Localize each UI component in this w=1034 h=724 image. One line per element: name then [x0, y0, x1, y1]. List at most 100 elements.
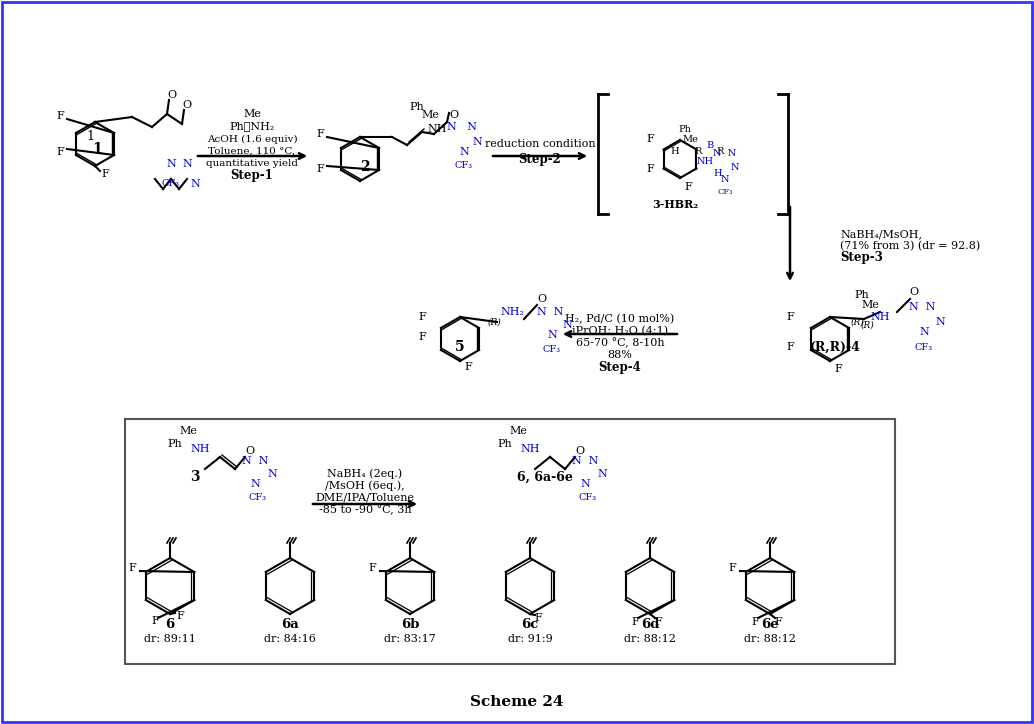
- Text: Me: Me: [421, 110, 439, 120]
- Text: Ph: Ph: [678, 125, 692, 133]
- Text: O: O: [538, 294, 547, 304]
- Text: N  N: N N: [537, 307, 564, 317]
- Text: NH₂: NH₂: [500, 307, 524, 317]
- Text: 6: 6: [165, 618, 175, 631]
- Text: 65-70 °C, 8-10h: 65-70 °C, 8-10h: [576, 337, 664, 348]
- Text: Me: Me: [243, 109, 261, 119]
- Text: F: F: [316, 129, 324, 139]
- Text: 6a: 6a: [281, 618, 299, 631]
- Text: F: F: [535, 613, 542, 623]
- Text: 3: 3: [190, 470, 200, 484]
- Text: N: N: [731, 162, 739, 172]
- Text: 6, 6a-6e: 6, 6a-6e: [517, 471, 573, 484]
- Text: R: R: [717, 146, 724, 156]
- Text: dr: 83:17: dr: 83:17: [384, 634, 436, 644]
- Text: O: O: [910, 287, 918, 297]
- Text: Me: Me: [179, 426, 196, 436]
- Text: N: N: [721, 174, 729, 183]
- Text: F: F: [834, 364, 842, 374]
- Text: Me: Me: [509, 426, 527, 436]
- Text: F: F: [418, 332, 426, 342]
- Bar: [125, 419, 895, 664]
- Text: N: N: [547, 330, 557, 340]
- Text: DME/IPA/Toluene: DME/IPA/Toluene: [315, 493, 415, 503]
- Text: 2: 2: [360, 160, 370, 174]
- Text: F: F: [151, 616, 159, 626]
- Text: NH: NH: [190, 444, 210, 454]
- Text: F: F: [176, 611, 184, 621]
- Text: (R): (R): [860, 321, 874, 329]
- Text: dr: 88:12: dr: 88:12: [744, 634, 796, 644]
- Text: F: F: [774, 617, 782, 627]
- Text: CF₃: CF₃: [162, 180, 180, 188]
- Text: R: R: [694, 146, 702, 156]
- Text: dr: 84:16: dr: 84:16: [264, 634, 316, 644]
- Text: -85 to -90 °C, 3h: -85 to -90 °C, 3h: [318, 505, 412, 515]
- Text: Ph: Ph: [855, 290, 870, 300]
- Text: H: H: [671, 146, 679, 156]
- Text: F: F: [56, 147, 64, 157]
- Text: 5: 5: [455, 340, 465, 354]
- Text: F: F: [751, 617, 759, 627]
- Text: 6e: 6e: [761, 618, 779, 631]
- Text: N: N: [597, 469, 607, 479]
- Text: O: O: [450, 110, 458, 120]
- Text: F: F: [464, 362, 472, 372]
- Text: F: F: [368, 563, 376, 573]
- Text: (R): (R): [487, 318, 500, 327]
- Text: F: F: [655, 617, 662, 627]
- Text: O: O: [576, 446, 584, 456]
- Text: N   N: N N: [447, 122, 477, 132]
- Text: N  N: N N: [713, 149, 736, 159]
- Text: H₂, Pd/C (10 mol%): H₂, Pd/C (10 mol%): [566, 313, 674, 324]
- Text: F: F: [786, 342, 794, 352]
- Text: N: N: [580, 479, 589, 489]
- Text: F: F: [786, 312, 794, 322]
- Text: O: O: [182, 100, 191, 110]
- Text: F: F: [101, 169, 109, 179]
- Text: Ph: Ph: [409, 102, 424, 112]
- Text: CF₃: CF₃: [915, 342, 933, 351]
- Text: AcOH (1.6 equiv): AcOH (1.6 equiv): [207, 135, 298, 143]
- Text: N: N: [919, 327, 929, 337]
- Text: N: N: [190, 179, 200, 189]
- Text: 1: 1: [86, 130, 94, 143]
- Text: F: F: [56, 111, 64, 121]
- Text: CF₃: CF₃: [718, 188, 733, 196]
- Text: Step-2: Step-2: [519, 153, 561, 166]
- Text: 88%: 88%: [608, 350, 633, 360]
- Text: Ph⎯NH₂: Ph⎯NH₂: [230, 121, 275, 131]
- Text: (71% from 3) (dr = 92.8): (71% from 3) (dr = 92.8): [840, 241, 980, 251]
- Text: NH: NH: [520, 444, 540, 454]
- Text: N  N: N N: [242, 456, 268, 466]
- Text: H: H: [713, 169, 723, 179]
- Text: F: F: [728, 563, 736, 573]
- Text: reduction condition: reduction condition: [485, 139, 596, 149]
- Text: iPrOH: H₂O (4:1): iPrOH: H₂O (4:1): [572, 326, 668, 336]
- Text: Step-1: Step-1: [231, 169, 273, 182]
- Text: F: F: [631, 617, 639, 627]
- Text: Ph: Ph: [497, 439, 513, 449]
- Text: N: N: [182, 159, 192, 169]
- Text: 6d: 6d: [641, 618, 660, 631]
- Text: B: B: [706, 140, 713, 149]
- Text: /MsOH (6eq.),: /MsOH (6eq.),: [325, 481, 405, 492]
- Text: CF₃: CF₃: [249, 492, 267, 502]
- Text: F: F: [685, 182, 692, 192]
- Text: NH: NH: [697, 156, 713, 166]
- Text: N: N: [267, 469, 277, 479]
- Text: Step-4: Step-4: [599, 361, 641, 374]
- Text: Scheme 24: Scheme 24: [470, 695, 564, 709]
- Text: CF₃: CF₃: [579, 492, 597, 502]
- Text: O: O: [245, 446, 254, 456]
- Text: CF₃: CF₃: [455, 161, 474, 169]
- Text: Ph: Ph: [168, 439, 182, 449]
- Text: quantitative yield: quantitative yield: [206, 159, 298, 167]
- Text: F: F: [646, 164, 653, 174]
- Text: CF₃: CF₃: [543, 345, 561, 353]
- Text: 3-HBR₂: 3-HBR₂: [652, 198, 698, 209]
- Text: NaBH₄ (2eq.): NaBH₄ (2eq.): [328, 468, 402, 479]
- Text: O: O: [168, 90, 177, 100]
- Text: 1: 1: [92, 142, 102, 156]
- Text: N: N: [166, 159, 176, 169]
